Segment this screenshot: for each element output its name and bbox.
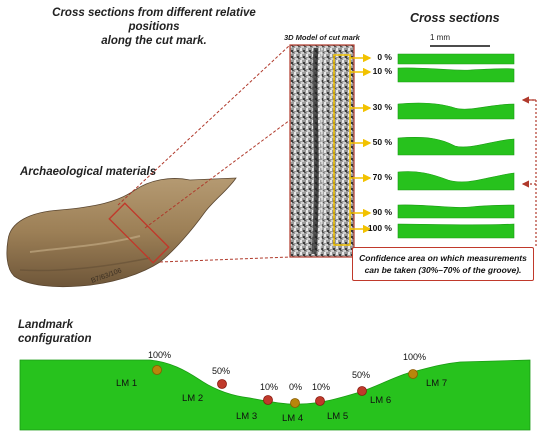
zoom-line-top (117, 44, 291, 206)
lm7-label: LM 7 (426, 378, 448, 389)
lm5-pct: 10% (312, 382, 331, 392)
cut-mark-3d-model (289, 44, 355, 258)
main-title-line2: along the cut mark. (101, 35, 207, 47)
confidence-bracket (521, 96, 537, 247)
section-label-30: 30 % (372, 102, 392, 112)
lm4-dot (290, 398, 300, 408)
section-label-50: 50 % (372, 137, 392, 147)
section-label-100: 100 % (367, 223, 392, 233)
lm5-dot (315, 396, 325, 406)
scale-bar-label: 1 mm (430, 33, 450, 42)
lm6-dot (357, 386, 367, 396)
section-90 (397, 204, 515, 219)
lm5-label: LM 5 (327, 411, 349, 422)
archaeological-materials-title: Archaeological materials (20, 166, 157, 178)
lm3-dot (263, 395, 273, 405)
confidence-note-line2: can be taken (30%–70% of the groove). (364, 265, 522, 275)
lm3-pct: 10% (260, 382, 279, 392)
landmark-title-line1: Landmark (18, 319, 73, 331)
section-30 (397, 102, 515, 120)
landmark-profile (19, 359, 531, 431)
lm2-label: LM 2 (182, 393, 204, 404)
lm7-pct: 100% (403, 352, 427, 362)
zoom-lines (117, 44, 291, 263)
section-label-0: 0 % (377, 52, 392, 62)
lm4-label: LM 4 (282, 413, 304, 424)
lm4-pct: 0% (289, 382, 303, 392)
confidence-note-line1: Confidence area on which measurements (359, 253, 527, 263)
section-label-10: 10 % (372, 66, 392, 76)
section-label-70: 70 % (372, 172, 392, 182)
section-70 (397, 171, 515, 191)
model-label: 3D Model of cut mark (284, 33, 360, 42)
bone-highlight (29, 235, 141, 253)
confidence-note: Confidence area on which measurements ca… (352, 247, 534, 281)
section-label-90: 90 % (372, 207, 392, 217)
main-title: Cross sections from different relative p… (34, 6, 274, 48)
section-100 (397, 223, 515, 239)
lm7-dot (408, 369, 418, 379)
lm1-dot (152, 365, 162, 375)
lm6-label: LM 6 (370, 395, 392, 406)
lm3-label: LM 3 (236, 411, 258, 422)
bone-shape (6, 177, 237, 288)
landmark-dots (152, 365, 418, 408)
bone-shadow (19, 257, 151, 272)
section-50 (397, 136, 515, 156)
main-title-line1: Cross sections from different relative p… (52, 7, 256, 33)
groove-dark (311, 47, 319, 255)
landmark-configuration-title: Landmark configuration (18, 318, 91, 346)
measurement-frame (333, 54, 351, 246)
section-arrows (350, 53, 372, 234)
landmark-title-line2: configuration (18, 333, 92, 345)
cut-mark-highlight-box (108, 202, 170, 264)
lm1-label: LM 1 (116, 378, 138, 389)
lm2-dot (217, 379, 227, 389)
lm2-pct: 50% (212, 366, 231, 376)
zoom-line-bottom (159, 256, 291, 263)
landmark-profile-shape (19, 359, 531, 431)
section-10 (397, 67, 515, 83)
bracket-path (524, 99, 537, 247)
section-0 (397, 53, 515, 65)
lm1-pct: 100% (148, 350, 172, 360)
bone-fragment: B7/63/106 (6, 177, 237, 288)
cross-sections-title: Cross sections (410, 11, 500, 25)
groove-light (319, 47, 324, 255)
lm6-pct: 50% (352, 370, 371, 380)
cross-section-profiles (397, 53, 515, 239)
zoom-line-mid (144, 119, 291, 229)
